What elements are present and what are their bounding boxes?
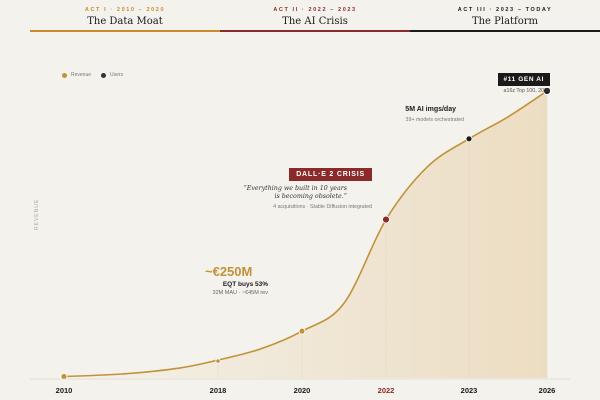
x-tick-2022: 2022 xyxy=(378,386,395,395)
point-2022[interactable] xyxy=(382,215,390,224)
act-2-title: The AI Crisis xyxy=(282,16,348,27)
users-swatch xyxy=(101,72,107,78)
imgs-label: 5M AI imgs/day xyxy=(405,106,456,113)
legend: Revenue Users xyxy=(62,72,133,78)
acquisitions-label: 4 acquisitions · Stable Diffusion integr… xyxy=(273,204,372,210)
point-2018[interactable] xyxy=(215,358,221,364)
point-2023[interactable] xyxy=(465,135,473,143)
x-tick-2018: 2018 xyxy=(210,386,227,395)
legend-users: Users xyxy=(101,72,123,78)
annotation-crisis: DALL·E 2 CRISIS “Everything we built in … xyxy=(220,163,372,210)
act-3-rule xyxy=(410,30,600,32)
crisis-badge: DALL·E 2 CRISIS xyxy=(289,168,372,181)
point-2026[interactable] xyxy=(543,87,551,95)
act-1-title: The Data Moat xyxy=(87,16,163,27)
a16z-label: a16z Top 100, 2026 xyxy=(503,88,550,94)
valuation-label: ~€250M xyxy=(205,264,253,279)
act-3[interactable]: ACT III · 2023 – TODAY The Platform xyxy=(410,0,600,32)
milestone-points xyxy=(60,87,551,380)
act-3-title: The Platform xyxy=(471,16,539,27)
x-tick-2020: 2020 xyxy=(294,386,311,395)
legend-users-label: Users xyxy=(110,72,124,78)
annotation-2023: 5M AI imgs/day 39+ models orchestrated xyxy=(360,106,464,123)
act-header: ACT I · 2010 – 2020 The Data Moat ACT II… xyxy=(30,0,600,32)
revenue-area xyxy=(64,90,547,379)
models-label: 39+ models orchestrated xyxy=(405,117,464,123)
annotation-2020: ~€250M EQT buys 53% 32M MAU · ~€45M rev xyxy=(180,264,268,296)
legend-revenue-label: Revenue xyxy=(71,72,92,78)
act-1-kicker: ACT I · 2010 – 2020 xyxy=(84,7,166,13)
act-2-rule xyxy=(220,30,410,32)
act-3-kicker: ACT III · 2023 – TODAY xyxy=(457,7,553,13)
x-tick-2026: 2026 xyxy=(539,386,556,395)
act-1[interactable]: ACT I · 2010 – 2020 The Data Moat xyxy=(30,0,220,32)
gen-ai-badge: #11 GEN AI xyxy=(497,73,550,86)
mau-label: 32M MAU · ~€45M rev xyxy=(212,290,268,296)
act-1-rule xyxy=(30,30,220,32)
x-tick-2010: 2010 xyxy=(56,386,73,395)
act-2[interactable]: ACT II · 2022 – 2023 The AI Crisis xyxy=(220,0,410,32)
legend-revenue: Revenue xyxy=(62,72,91,78)
x-tick-2023: 2023 xyxy=(461,386,478,395)
x-ticks: 2010 2018 2020 2022 2023 2026 xyxy=(56,386,556,395)
crisis-quote-line-1: “Everything we built in 10 years xyxy=(243,185,347,192)
point-2010[interactable] xyxy=(60,373,68,380)
revenue-swatch xyxy=(62,72,67,78)
eqt-label: EQT buys 53% xyxy=(222,281,268,288)
point-2020[interactable] xyxy=(298,327,306,335)
crisis-quote-line-2: is becoming obsolete.” xyxy=(274,193,347,200)
act-2-kicker: ACT II · 2022 – 2023 xyxy=(273,7,357,13)
annotation-2026: #11 GEN AI a16z Top 100, 2026 xyxy=(470,68,550,94)
